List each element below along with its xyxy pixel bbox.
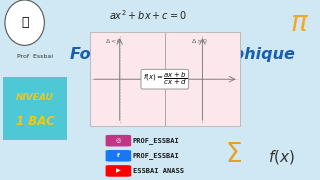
Circle shape	[5, 0, 44, 45]
Text: $\pi$: $\pi$	[290, 9, 309, 37]
Text: $\Delta > 0$: $\Delta > 0$	[191, 37, 208, 45]
FancyBboxPatch shape	[106, 150, 131, 162]
Text: ESSBAI ANASS: ESSBAI ANASS	[133, 168, 184, 174]
Text: ▶: ▶	[116, 168, 121, 173]
Text: PROF_ESSBAI: PROF_ESSBAI	[133, 152, 180, 159]
Text: ◎: ◎	[116, 138, 121, 143]
Text: $ax^2 + bx + c = 0$: $ax^2 + bx + c = 0$	[109, 8, 187, 22]
Text: $\Delta < 0$: $\Delta < 0$	[105, 37, 122, 45]
Text: NIVEAU: NIVEAU	[16, 93, 54, 102]
FancyBboxPatch shape	[106, 165, 131, 177]
Text: $f(x) = \dfrac{ax+b}{cx+d}$: $f(x) = \dfrac{ax+b}{cx+d}$	[143, 71, 187, 87]
Text: 🎓: 🎓	[21, 16, 28, 29]
Text: Prof  Essbai: Prof Essbai	[17, 54, 53, 59]
Text: $\Sigma$: $\Sigma$	[225, 142, 242, 168]
FancyBboxPatch shape	[0, 76, 71, 142]
Text: Fonction homographique: Fonction homographique	[70, 46, 295, 62]
Text: PROF_ESSBAI: PROF_ESSBAI	[133, 137, 180, 144]
Text: f: f	[117, 153, 120, 158]
FancyBboxPatch shape	[106, 135, 131, 147]
Text: $f(x)$: $f(x)$	[268, 148, 295, 166]
Text: 1 BAC: 1 BAC	[16, 115, 54, 128]
